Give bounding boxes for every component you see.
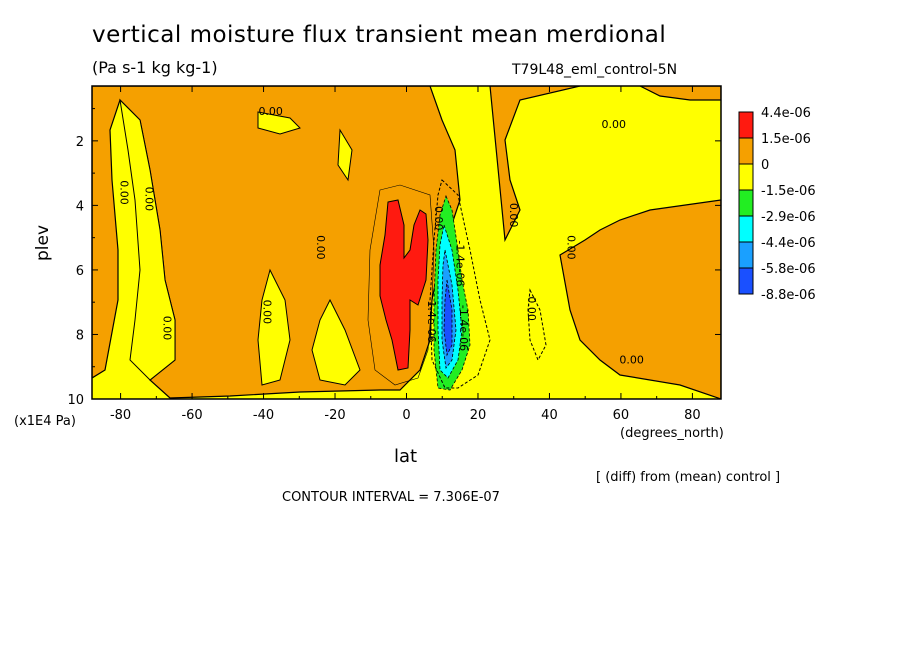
filled-contours <box>92 86 721 399</box>
x-axis-units: (degrees_north) <box>620 426 724 441</box>
yellow-strip-center <box>311 298 361 386</box>
y-tick-label: 8 <box>76 328 84 343</box>
x-tick-label: -80 <box>110 408 131 423</box>
negative-contour-dashed-2 <box>527 288 547 362</box>
positive-region-orange-east2 <box>559 199 721 399</box>
positive-max-red <box>379 199 429 371</box>
y-tick-label: 10 <box>67 393 84 408</box>
x-tick-label: 40 <box>541 408 558 423</box>
positive-region-orange-ne <box>639 86 721 101</box>
y-tick-label: 2 <box>76 135 84 150</box>
yellow-strip-west <box>119 98 176 381</box>
chart-units: (Pa s-1 kg kg-1) <box>92 58 218 77</box>
x-tick-label: 60 <box>613 408 630 423</box>
y-tick-label: 4 <box>76 199 84 214</box>
contour-label: 0.00 <box>564 235 577 260</box>
yellow-strip-mid <box>257 268 291 386</box>
legend-swatch <box>738 111 754 139</box>
contour-interval: CONTOUR INTERVAL = 7.306E-07 <box>282 490 500 505</box>
negative-region-blue <box>443 279 453 357</box>
positive-contour-thin <box>367 184 435 386</box>
run-label: T79L48_eml_control-5N <box>512 62 678 78</box>
x-tick-label: 0 <box>402 408 410 423</box>
negative-contour-dashed <box>429 179 491 389</box>
contour-label: 1.4e-06 <box>425 300 438 342</box>
legend-swatch <box>738 215 754 243</box>
yellow-island <box>257 111 301 135</box>
legend-swatch <box>738 267 754 295</box>
x-axis-ticks: -80 -60 -40 -20 0 20 40 60 80 <box>110 86 701 423</box>
legend-label: 0 <box>761 158 769 173</box>
x-tick-label: -60 <box>181 408 202 423</box>
legend-label: -4.4e-06 <box>761 236 816 251</box>
contour-label: -1.4e-06 <box>454 240 467 286</box>
x-tick-label: 80 <box>684 408 701 423</box>
x-tick-label: 20 <box>470 408 487 423</box>
contour-label: 0.00 <box>432 206 445 231</box>
contour-label: 0.00 <box>160 316 173 341</box>
legend-swatch <box>738 137 754 165</box>
diff-note: [ (diff) from (mean) control ] <box>596 470 781 485</box>
contour-label: 0.00 <box>619 354 644 367</box>
x-tick-label: -40 <box>253 408 274 423</box>
positive-region-orange-east <box>489 86 581 243</box>
legend-swatch <box>738 241 754 269</box>
contour-label: 0.00 <box>525 296 538 321</box>
legend-label: -1.5e-06 <box>761 184 816 199</box>
legend-label: 1.5e-06 <box>761 132 811 147</box>
chart-title: vertical moisture flux transient mean me… <box>92 22 667 48</box>
y-axis-units: (x1E4 Pa) <box>14 414 76 429</box>
legend-label: -8.8e-06 <box>761 288 816 303</box>
contour-label: 0.00 <box>261 300 274 325</box>
contour-label: 0.00 <box>143 187 156 212</box>
legend-swatch <box>738 163 754 191</box>
legend-label: -5.8e-06 <box>761 262 816 277</box>
y-axis-ticks: 2 4 6 8 10 <box>67 108 721 408</box>
legend-swatch <box>738 189 754 217</box>
legend-label: -2.9e-06 <box>761 210 816 225</box>
contour-label: 0.00 <box>314 235 327 260</box>
color-legend: 4.4e-06 1.5e-06 0 -1.5e-06 -2.9e-06 -4.4e-06 -… <box>738 106 816 303</box>
x-tick-label: -20 <box>324 408 345 423</box>
contour-label: 0.00 <box>507 203 520 228</box>
contour-label: 0.00 <box>118 180 131 205</box>
y-axis-label: plev <box>33 225 53 261</box>
contour-label: 0.00 <box>602 118 627 131</box>
contour-label: 0.00 <box>258 105 283 118</box>
yellow-tongue <box>337 128 353 182</box>
contour-label: -1.4e-06 <box>457 305 470 351</box>
x-axis-label: lat <box>394 446 418 467</box>
contour-labels: 0.00 0.00 0.00 0.00 0.00 0.00 0.00 0.00 0.00 0.00… <box>118 105 644 366</box>
legend-label: 4.4e-06 <box>761 106 811 121</box>
y-tick-label: 6 <box>76 264 84 279</box>
